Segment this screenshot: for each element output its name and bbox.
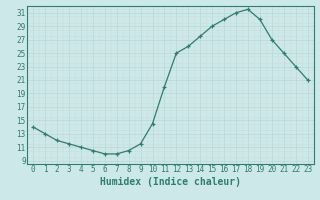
X-axis label: Humidex (Indice chaleur): Humidex (Indice chaleur) [100,177,241,187]
